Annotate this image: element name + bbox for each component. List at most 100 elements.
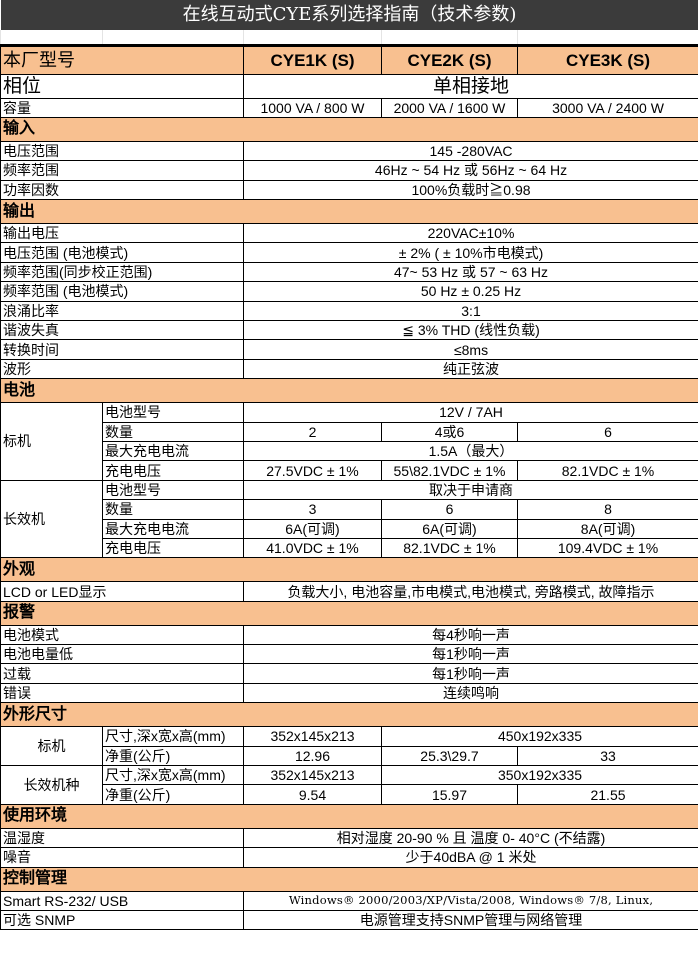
cell-capacity-values-2: 3000 VA / 2400 W [516,97,698,118]
battery-row: 标机 电池型号 12V / 7AH [0,402,698,481]
cell-control-rows-1-value: 电源管理支持SNMP管理与网络管理 [242,909,698,931]
cell-alarm-rows-3-value: 连续鸣响 [242,682,698,704]
cell-battery-long-run-counts-0: 3 [243,499,382,520]
cell-dimensions-long-run-weight-label: 净重(公斤) [102,784,244,805]
dimensions-row: 净重(公斤) 9.54 15.97 21.55 [1,784,698,805]
cell-dimensions-long-run-weights-0: 9.54 [243,784,382,805]
cell-alarm-rows-2-value: 每1秒响一声 [242,663,698,684]
cell-dimensions-standard-weights-1: 25.3\29.7 [381,745,518,767]
cell-input-rows-2-label: 功率因数 [0,179,244,201]
cell-environment-rows-0-value: 相对湿度 20-90 % 且 温度 0- 40°C (不结露) [242,827,698,849]
cell-battery-standard-voltage-label: 充电电压 [102,460,244,481]
cell-battery-standard-current: 1.5A（最大） [242,440,698,462]
cell-alarm-rows-2-label: 过载 [0,663,244,684]
cell-battery-standard-voltages-1: 55\82.1VDC ± 1% [381,460,518,481]
control-row: Smart RS-232/ USB Windows® 2000/2003/XP/V… [0,890,698,912]
cell-alarm-rows-1-label: 电池电量低 [0,644,244,665]
cell-battery-standard-voltages-2: 82.1VDC ± 1% [516,460,698,481]
cell-dimensions-standard-weight-label: 净重(公斤) [102,745,244,767]
output-row: 波形 纯正弦波 [0,358,698,380]
cell-dimensions-long-run-size-2k3k: 350x192x335 [380,765,698,786]
battery-row: 充电电压 27.5VDC ± 1% 55\82.1VDC ± 1% 82.1VDC ±… [1,460,698,481]
cell-output-rows-6-label: 转换时间 [0,339,244,360]
empty-cell [0,30,103,47]
dimensions-row: 净重(公斤) 12.96 25.3\29.7 33 [1,745,698,767]
cell-dimensions-standard-size-label: 尺寸,深x宽x高(mm) [102,726,244,747]
model-header-row: 本厂型号 CYE1K (S) CYE2K (S) CYE3K (S) [0,44,698,75]
environment-row: 温湿度 相对湿度 20-90 % 且 温度 0- 40°C (不结露) [0,827,698,849]
cell-header-label: 本厂型号 [0,44,244,75]
cell-output-rows-7-value: 纯正弦波 [242,358,698,380]
cell-control-section: 控制管理 [0,866,698,892]
cell-dimensions-long-run-weights-1: 15.97 [381,784,518,805]
cell-output-rows-7-label: 波形 [0,358,244,380]
cell-title: 在线互动式CYE系列选择指南（技术参数) [0,0,698,30]
cell-output-rows-3-value: 50 Hz ± 0.25 Hz [242,281,698,302]
cell-battery-long-run-type-label: 电池型号 [102,479,244,501]
cell-alarm-rows-0-label: 电池模式 [0,624,244,646]
cell-input-rows-0-label: 电压范围 [0,140,244,162]
cell-dimensions-standard-weights-2: 33 [516,745,698,767]
cell-phase-value: 单相接地 [242,73,698,99]
cell-alarm-rows-1-value: 每1秒响一声 [242,644,698,665]
cell-dimensions-standard-label: 标机 [0,726,103,767]
battery-row: 长效机 电池型号 取决于申请商 [0,479,698,559]
cell-battery-long-run-count-label: 数量 [102,499,244,520]
cell-battery-standard-count-label: 数量 [102,421,244,442]
cell-capacity-values-0: 1000 VA / 800 W [243,97,382,118]
cell-environment-rows-1-value: 少于40dBA @ 1 米处 [242,847,698,868]
cell-input-rows-1-value: 46Hz ~ 54 Hz 或 56Hz ~ 64 Hz [242,160,698,181]
section-input: 输入 [0,116,698,142]
phase-row: 相位 单相接地 [0,73,698,99]
capacity-row: 容量 1000 VA / 800 W 2000 VA / 1600 W 3000 VA… [0,97,698,118]
section-battery: 电池 [0,378,698,404]
cell-battery-standard-counts-2: 6 [516,421,698,442]
cell-battery-standard-type-label: 电池型号 [102,402,244,423]
cell-dimensions-standard-weights-0: 12.96 [243,745,382,767]
cell-battery-long-run-type: 取决于申请商 [242,479,698,501]
cell-battery-long-run-voltages-2: 109.4VDC ± 1% [516,537,698,559]
section-dimensions: 外形尺寸 [0,702,698,728]
output-row: 转换时间 ≤8ms [0,339,698,360]
battery-row: 最大充电电流 1.5A（最大） [1,440,698,462]
battery-row: 充电电压 41.0VDC ± 1% 82.1VDC ± 1% 109.4VDC ± 1… [1,537,698,559]
environment-row: 噪音 少于40dBA @ 1 米处 [0,847,698,868]
cell-environment-rows-0-label: 温湿度 [0,827,244,849]
dimensions-row: 长效机种 尺寸,深x宽x高(mm) 352x145x213 350x192x335 [0,765,698,805]
empty-cell [381,30,518,47]
cell-alarm-rows-3-label: 错误 [0,682,244,704]
cell-phase-label: 相位 [0,73,244,99]
cell-battery-long-run-currents-0: 6A(可调) [243,518,382,539]
output-row: 频率范围(同步校正范围) 47~ 53 Hz 或 57 ~ 63 Hz [0,261,698,283]
cell-control-rows-1-label: 可选 SNMP [0,909,244,931]
cell-output-rows-6-value: ≤8ms [242,339,698,360]
input-row: 功率因数 100%负载时≧0.98 [0,179,698,201]
spec-table: 在线互动式CYE系列选择指南（技术参数) 本厂型号 CYE1K (S) CYE2K (… [0,0,698,931]
cell-battery-standard-label: 标机 [0,402,103,481]
cell-battery-long-run-counts-1: 6 [381,499,518,520]
battery-row: 数量 3 6 8 [1,499,698,520]
cell-dimensions-long-run-label: 长效机种 [0,765,103,805]
empty-cell [243,30,382,47]
cell-input-rows-0-value: 145 -280VAC [242,140,698,162]
cell-output-rows-1-value: ± 2% ( ± 10%市电模式) [242,242,698,263]
cell-battery-standard-current-label: 最大充电电流 [102,440,244,462]
cell-battery-standard-type: 12V / 7AH [242,402,698,423]
cell-output-rows-2-label: 频率范围(同步校正范围) [0,261,244,283]
cell-battery-standard-voltages-0: 27.5VDC ± 1% [243,460,382,481]
battery-row: 最大充电电流 6A(可调) 6A(可调) 8A(可调) [1,518,698,539]
cell-environment-section: 使用环境 [0,803,698,829]
cell-output-section: 输出 [0,199,698,225]
cell-battery-long-run-currents-2: 8A(可调) [516,518,698,539]
spacer-row [0,30,698,47]
alarm-row: 电池电量低 每1秒响一声 [0,644,698,665]
cell-battery-standard-counts-0: 2 [243,421,382,442]
output-row: 浪涌比率 3:1 [0,300,698,322]
cell-output-rows-4-label: 浪涌比率 [0,300,244,322]
cell-battery-long-run-voltages-1: 82.1VDC ± 1% [381,537,518,559]
cell-dimensions-long-run-weights-2: 21.55 [516,784,698,805]
page-title: 在线互动式CYE系列选择指南（技术参数) [0,0,698,30]
cell-dimensions-long-run-size-label: 尺寸,深x宽x高(mm) [102,765,244,786]
section-control: 控制管理 [0,866,698,892]
cell-battery-long-run-voltages-0: 41.0VDC ± 1% [243,537,382,559]
